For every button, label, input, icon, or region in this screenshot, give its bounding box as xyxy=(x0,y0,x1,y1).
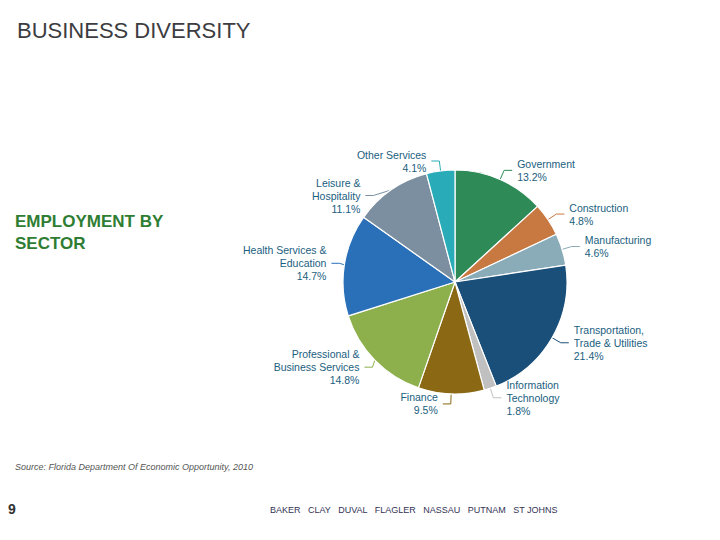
svg-text:1.8%: 1.8% xyxy=(506,405,530,417)
svg-text:Other Services: Other Services xyxy=(357,149,426,161)
svg-text:4.8%: 4.8% xyxy=(569,215,593,227)
svg-text:Trade & Utilities: Trade & Utilities xyxy=(574,337,648,349)
svg-text:EMPLOYMENT BY: EMPLOYMENT BY xyxy=(15,212,164,231)
svg-text:Professional &: Professional & xyxy=(292,348,360,360)
svg-text:11.1%: 11.1% xyxy=(331,203,360,215)
svg-text:Construction: Construction xyxy=(569,202,628,214)
svg-text:14.7%: 14.7% xyxy=(297,270,327,282)
svg-text:Manufacturing: Manufacturing xyxy=(585,234,652,246)
svg-text:4.1%: 4.1% xyxy=(402,162,426,174)
svg-text:Leisure &: Leisure & xyxy=(316,177,360,189)
svg-text:BAKER CLAY DUVAL FLAGLER: BAKER CLAY DUVAL FLAGLER NASSAU PUTNAM S… xyxy=(270,505,558,515)
svg-text:4.6%: 4.6% xyxy=(585,247,609,259)
svg-text:Information: Information xyxy=(506,379,559,391)
svg-text:Transportation,: Transportation, xyxy=(574,324,644,336)
svg-text:14.8%: 14.8% xyxy=(330,374,360,386)
svg-text:Finance: Finance xyxy=(400,391,438,403)
svg-text:Health Services &: Health Services & xyxy=(243,244,326,256)
svg-text:9: 9 xyxy=(8,501,16,517)
svg-text:Education: Education xyxy=(280,257,327,269)
svg-text:Government: Government xyxy=(517,158,575,170)
svg-text:Technology: Technology xyxy=(506,392,560,404)
svg-text:21.4%: 21.4% xyxy=(574,350,604,362)
svg-text:BUSINESS DIVERSITY: BUSINESS DIVERSITY xyxy=(17,18,251,43)
svg-text:SECTOR: SECTOR xyxy=(15,234,86,253)
svg-text:13.2%: 13.2% xyxy=(517,171,547,183)
svg-text:Business Services: Business Services xyxy=(274,361,360,373)
svg-text:Source: Florida Department Of: Source: Florida Department Of Economic O… xyxy=(15,462,253,472)
svg-text:9.5%: 9.5% xyxy=(414,404,438,416)
svg-text:Hospitality: Hospitality xyxy=(312,190,361,202)
